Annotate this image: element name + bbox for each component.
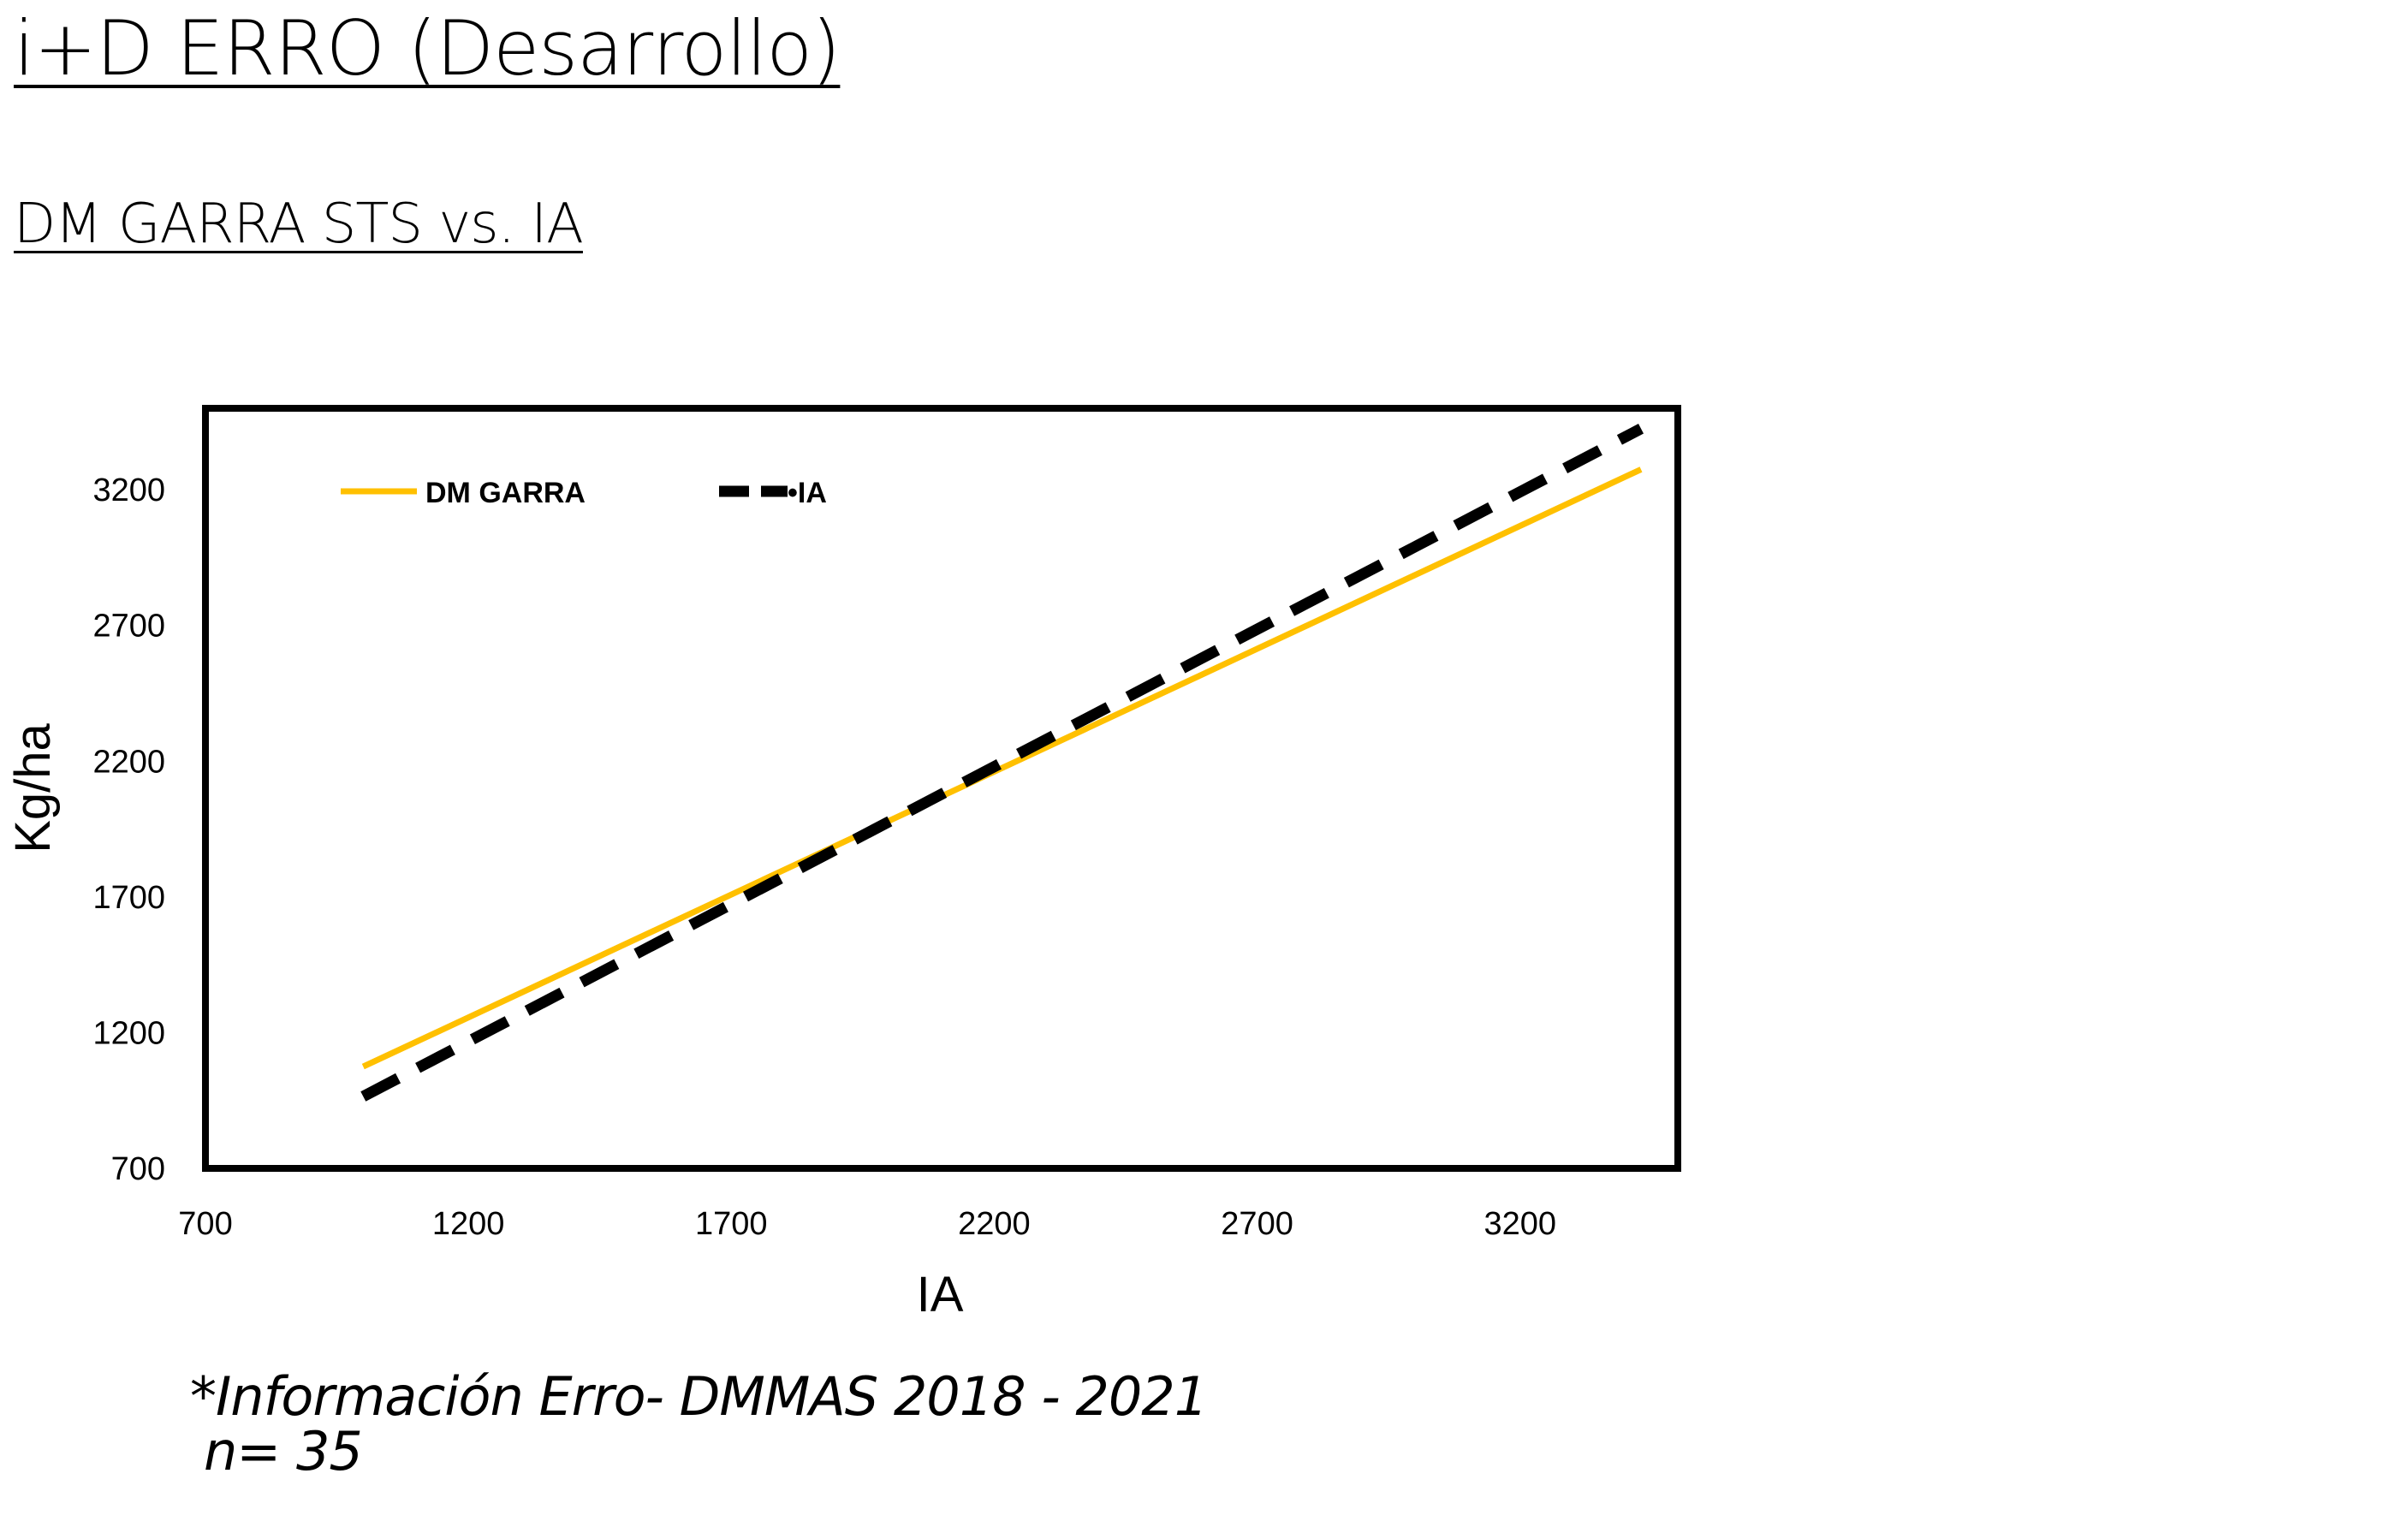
- page-title: i+D ERRO (Desarrollo): [14, 4, 841, 92]
- footnote-source: *Información Erro- DMMAS 2018 - 2021: [190, 1365, 1208, 1428]
- x-tick-label: 2700: [1221, 1206, 1293, 1242]
- y-tick-label: 700: [111, 1151, 165, 1187]
- footnote: *Información Erro- DMMAS 2018 - 2021 n= …: [190, 1365, 1208, 1483]
- y-axis-title: Kg/ha: [5, 722, 61, 853]
- y-tick-label: 2700: [92, 609, 165, 645]
- x-tick-label: 3200: [1483, 1206, 1556, 1242]
- chart-subtitle: DM GARRA STS vs. IA: [14, 193, 584, 256]
- legend: DM GARRA •IA: [341, 477, 827, 509]
- y-tick-label: 1200: [92, 1015, 165, 1051]
- series-line-dm-garra: [361, 466, 1643, 1070]
- y-axis-ticks: 700 1200 1700 2200 2700 3200: [92, 472, 165, 1187]
- series-line-ia: [360, 424, 1644, 1102]
- footnote-sample-size: n= 35: [204, 1420, 363, 1483]
- x-axis-ticks: 700 1200 1700 2200 2700 3200: [178, 1206, 1556, 1242]
- x-tick-label: 1200: [432, 1206, 505, 1242]
- x-tick-label: 2200: [958, 1206, 1031, 1242]
- x-tick-label: 700: [178, 1206, 232, 1242]
- series-layer: [360, 424, 1644, 1102]
- y-tick-label: 3200: [92, 472, 165, 508]
- x-tick-label: 1700: [695, 1206, 768, 1242]
- y-tick-label: 2200: [92, 744, 165, 780]
- legend-label-ia: •IA: [788, 477, 827, 509]
- y-tick-label: 1700: [92, 880, 165, 916]
- legend-label-dm-garra: DM GARRA: [425, 477, 586, 509]
- x-axis-title: IA: [917, 1267, 964, 1322]
